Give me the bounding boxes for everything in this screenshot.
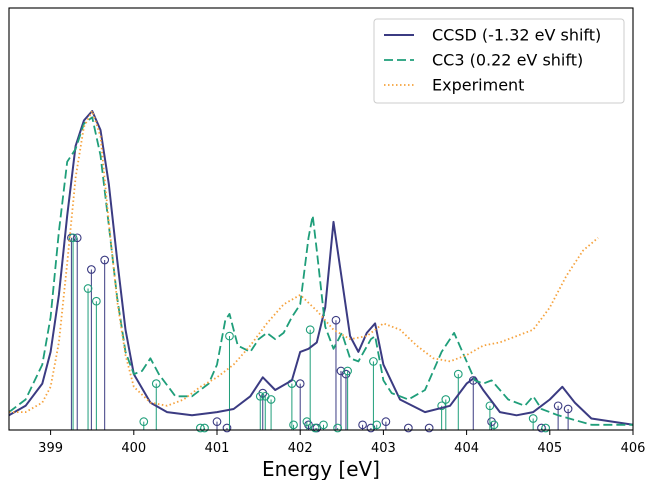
stick-marker-cc3-0-22-ev-shift [541, 423, 550, 433]
stick-marker-ccsd-1-32-ev-shift [212, 417, 222, 427]
legend: CCSD (-1.32 eV shift) CC3 (0.22 eV shift)… [373, 18, 625, 104]
stick-marker-cc3-0-22-ev-shift [255, 391, 265, 401]
x-axis: 399 400 401 402 403 404 405 406 [38, 430, 645, 456]
stick-marker-cc3-0-22-ev-shift [453, 369, 463, 379]
stick-marker-cc3-0-22-ev-shift [139, 417, 149, 427]
stick-marker-cc3-0-22-ev-shift [266, 395, 276, 404]
x-tick-label: 400 [121, 441, 146, 456]
legend-label: Experiment [432, 76, 524, 95]
x-tick-label: 405 [537, 441, 562, 456]
stick-marker-cc3-0-22-ev-shift [200, 423, 209, 433]
stick-marker-ccsd-1-32-ev-shift [381, 417, 391, 427]
stick-marker-cc3-0-22-ev-shift [489, 420, 499, 430]
stick-marker-ccsd-1-32-ev-shift [331, 315, 341, 325]
stick-marker-cc3-0-22-ev-shift [369, 357, 378, 366]
stick-marker-ccsd-1-32-ev-shift [553, 401, 563, 411]
stick-marker-ccsd-1-32-ev-shift [295, 379, 305, 388]
stick-marker-ccsd-1-32-ev-shift [563, 404, 573, 414]
x-tick-label: 403 [371, 441, 396, 456]
stick-marker-ccsd-1-32-ev-shift [424, 423, 434, 433]
legend-label: CCSD (-1.32 eV shift) [432, 26, 601, 45]
legend-box [373, 18, 625, 104]
stick-marker-cc3-0-22-ev-shift [310, 423, 320, 433]
stick-marker-ccsd-1-32-ev-shift [222, 423, 232, 433]
series-line-cc3-0-22-ev-shift [8, 116, 633, 426]
stick-marker-ccsd-1-32-ev-shift [87, 265, 96, 274]
series-lines [8, 110, 634, 426]
x-tick-label: 406 [621, 441, 646, 456]
stick-marker-ccsd-1-32-ev-shift [404, 423, 413, 433]
stick-marker-ccsd-1-32-ev-shift [358, 420, 367, 430]
series-line-ccsd-1-32-ev-shift [8, 110, 634, 426]
stick-marker-cc3-0-22-ev-shift [333, 423, 342, 433]
x-tick-label: 404 [454, 441, 479, 456]
legend-label: CC3 (0.22 eV shift) [432, 51, 583, 70]
stick-marker-cc3-0-22-ev-shift [68, 233, 78, 243]
stick-marker-cc3-0-22-ev-shift [305, 325, 315, 335]
stick-marker-ccsd-1-32-ev-shift [100, 255, 110, 265]
stick-marker-cc3-0-22-ev-shift [372, 420, 382, 430]
stick-marker-cc3-0-22-ev-shift [225, 331, 234, 341]
series-line-experiment [9, 110, 599, 414]
stick-marker-cc3-0-22-ev-shift [343, 366, 352, 376]
stick-marker-cc3-0-22-ev-shift [83, 284, 93, 293]
x-tick-label: 401 [205, 441, 230, 456]
x-axis-label: Energy [eV] [262, 457, 380, 480]
stick-marker-cc3-0-22-ev-shift [528, 414, 538, 423]
stick-marker-cc3-0-22-ev-shift [289, 420, 298, 430]
stick-spectra [67, 233, 573, 433]
stick-marker-cc3-0-22-ev-shift [92, 296, 101, 306]
stick-marker-cc3-0-22-ev-shift [319, 420, 328, 430]
stick-marker-cc3-0-22-ev-shift [151, 379, 161, 388]
stick-marker-cc3-0-22-ev-shift [485, 401, 495, 411]
plot-frame [8, 7, 634, 431]
x-tick-label: 402 [288, 441, 313, 456]
stick-marker-cc3-0-22-ev-shift [441, 395, 451, 404]
x-tick-label: 399 [38, 441, 63, 456]
